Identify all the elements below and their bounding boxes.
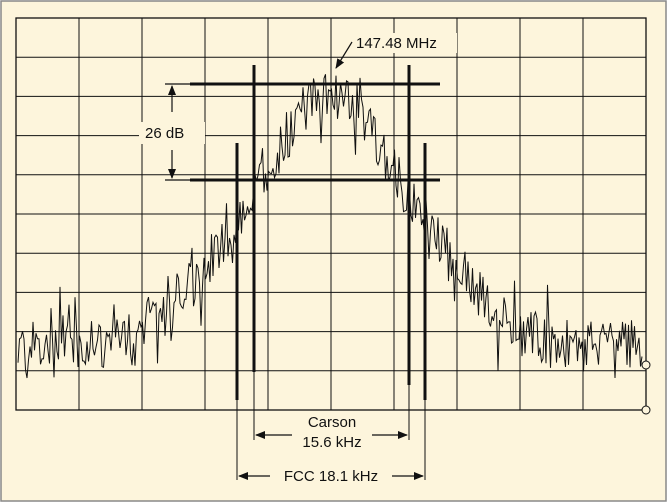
carson-title-label: Carson bbox=[308, 414, 356, 431]
center-freq-leader bbox=[335, 41, 353, 69]
center-freq-label-bg bbox=[353, 33, 457, 53]
probe-circle-lower bbox=[641, 405, 651, 415]
carson-bandwidth-label: 15.6 kHz bbox=[302, 434, 361, 451]
dynamic-range-label-bg bbox=[139, 122, 205, 144]
probe-circle-upper bbox=[641, 360, 651, 370]
fcc-label-bg bbox=[270, 466, 392, 486]
graticule bbox=[15, 17, 647, 411]
center-freq-label: 147.48 MHz bbox=[356, 35, 437, 52]
carson-label-bg bbox=[292, 412, 372, 454]
fcc-bandwidth-label: FCC 18.1 kHz bbox=[284, 468, 378, 485]
spectrum-trace bbox=[17, 74, 643, 379]
dynamic-range-label: 26 dB bbox=[145, 125, 184, 142]
